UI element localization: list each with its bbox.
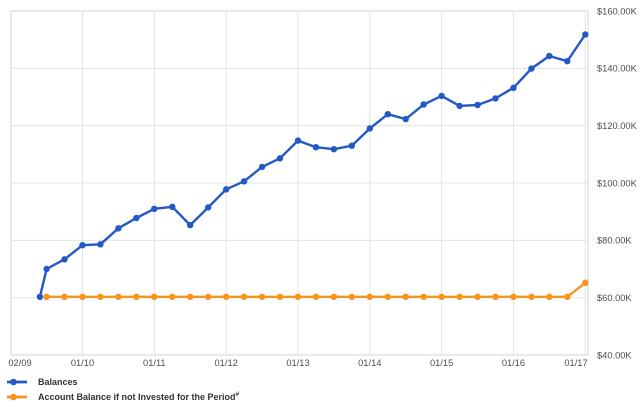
balances-point	[438, 92, 445, 100]
balances-point	[510, 84, 517, 92]
not-invested-point	[115, 293, 122, 300]
balances-point	[223, 186, 230, 193]
not-invested-point	[492, 293, 499, 300]
y-tick-label: $140.00K	[597, 64, 638, 74]
not-invested-point	[348, 293, 355, 300]
x-tick-label: 01/16	[502, 358, 525, 368]
balances-point	[169, 203, 176, 210]
legend-label-not-invested-text: Account Balance if not Invested for the …	[38, 392, 236, 402]
x-axis-labels: 02/09 01/10 01/11 01/12 01/13 01/14 01/15 01/16…	[8, 358, 587, 368]
not-invested-point	[402, 293, 409, 300]
not-invested-point	[187, 293, 194, 300]
not-invested-point	[564, 293, 571, 300]
y-tick-label: $40.00K	[597, 350, 632, 360]
y-tick-label: $60.00K	[597, 293, 632, 303]
legend-label-balances: Balances	[38, 377, 78, 387]
balances-point	[43, 265, 50, 273]
x-tick-label: 01/12	[215, 358, 238, 368]
not-invested-point	[169, 293, 176, 300]
balances-point	[79, 242, 86, 249]
legend-label-not-invested: Account Balance if not Invested for the …	[38, 391, 240, 402]
balances-point	[492, 95, 499, 102]
y-tick-label: $80.00K	[597, 236, 632, 246]
x-tick-label: 01/14	[358, 358, 381, 368]
not-invested-point	[312, 293, 320, 300]
legend-item-not-invested: Account Balance if not Invested for the …	[6, 390, 239, 404]
not-invested-point	[133, 293, 140, 300]
not-invested-point	[61, 293, 68, 300]
not-invested-point	[330, 293, 338, 300]
not-invested-point	[420, 293, 427, 300]
y-axis-labels: $160.00K $140.00K $120.00K $100.00K $80.00K $…	[597, 6, 638, 360]
not-invested-point	[97, 293, 104, 300]
balances-point	[97, 241, 104, 248]
balances-point	[312, 144, 320, 151]
balances-point	[61, 256, 68, 263]
not-invested-point	[43, 293, 50, 300]
not-invested-point	[474, 293, 481, 300]
x-tick-label: 01/10	[71, 358, 94, 368]
not-invested-series	[43, 279, 589, 300]
x-tick-label: 01/11	[143, 358, 166, 368]
balances-point	[151, 205, 158, 212]
balances-series	[36, 31, 589, 300]
balances-point	[294, 137, 302, 144]
balances-point	[348, 142, 355, 149]
balances-point	[133, 214, 140, 222]
balances-point	[402, 115, 409, 123]
not-invested-point	[258, 293, 266, 300]
balances-point	[330, 146, 338, 153]
not-invested-point	[240, 293, 248, 300]
not-invested-point	[366, 293, 373, 300]
legend-label-balances-text: Balances	[38, 377, 78, 387]
balances-point	[115, 225, 122, 232]
y-tick-label: $120.00K	[597, 121, 638, 131]
not-invested-point	[510, 293, 517, 300]
not-invested-point	[528, 293, 535, 300]
balances-point	[205, 204, 212, 211]
not-invested-point	[79, 293, 86, 300]
x-tick-label: 02/09	[8, 358, 31, 368]
not-invested-point	[223, 293, 230, 300]
y-tick-label: $160.00K	[597, 6, 638, 16]
not-invested-point	[205, 293, 212, 300]
not-invested-legend-marker-icon	[7, 393, 27, 401]
balances-point	[366, 125, 373, 132]
footnote-marker: #	[235, 391, 240, 398]
not-invested-point	[294, 293, 302, 300]
balances-point	[384, 111, 391, 118]
not-invested-point	[546, 293, 553, 300]
legend-item-balances: Balances	[6, 375, 239, 389]
balances-point	[420, 101, 427, 108]
not-invested-point	[456, 293, 463, 300]
balances-point	[528, 65, 535, 72]
chart-legend: Balances Account Balance if not Invested…	[6, 375, 239, 404]
x-tick-label: 01/13	[286, 358, 309, 368]
balances-point	[36, 293, 44, 300]
balances-point	[187, 221, 194, 229]
balances-legend-marker-icon	[7, 378, 27, 386]
balances-point	[582, 31, 589, 38]
balances-point	[240, 178, 248, 185]
balances-point	[258, 163, 266, 171]
balances-point	[474, 101, 481, 109]
not-invested-point	[276, 293, 284, 300]
x-tick-label: 01/17	[564, 358, 587, 368]
balances-point	[546, 52, 553, 60]
balances-point	[456, 102, 463, 110]
x-tick-label: 01/15	[430, 358, 453, 368]
balances-point	[564, 58, 571, 65]
not-invested-point	[582, 279, 589, 286]
not-invested-point	[151, 293, 158, 300]
y-tick-label: $100.00K	[597, 178, 638, 188]
not-invested-point	[438, 293, 445, 300]
not-invested-point	[384, 293, 391, 300]
balances-point	[276, 155, 284, 162]
